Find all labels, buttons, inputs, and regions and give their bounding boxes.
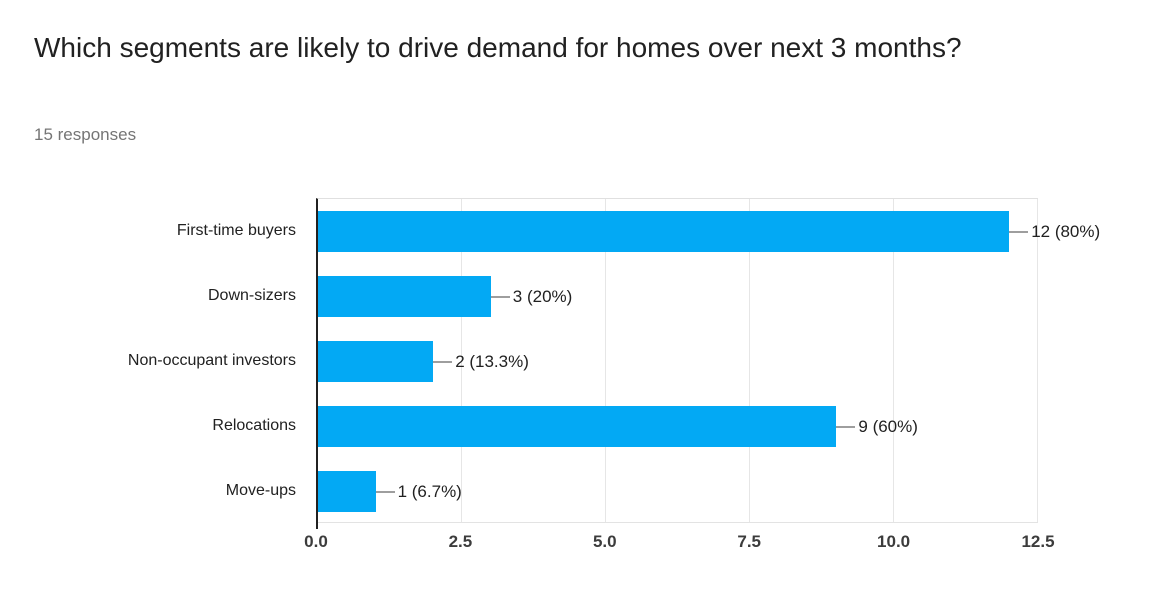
category-label: Non-occupant investors xyxy=(127,351,296,369)
bar-move-ups xyxy=(318,471,376,512)
category-label: Relocations xyxy=(212,416,296,434)
value-label: 12 (80%) xyxy=(1031,221,1101,241)
value-connector-line xyxy=(1009,230,1029,233)
category-label: Down-sizers xyxy=(207,286,296,304)
x-tick-label: 12.5 xyxy=(1021,532,1055,551)
bar-down-sizers xyxy=(318,276,491,317)
bar-first-time-buyers xyxy=(318,211,1010,252)
x-tick-label: 7.5 xyxy=(737,532,762,551)
value-label: 2 (13.3%) xyxy=(455,351,529,371)
value-connector-line xyxy=(490,295,510,298)
horizontal-bar-chart: First-time buyers Down-sizers Non-occupant… xyxy=(34,198,1124,558)
value-label: 1 (6.7%) xyxy=(397,481,462,501)
gridline-x-2.5 xyxy=(461,199,462,522)
value-label: 3 (20%) xyxy=(512,286,573,306)
value-label-group: 3 (20%) xyxy=(490,264,573,329)
category-label: First-time buyers xyxy=(176,221,296,239)
value-connector-line xyxy=(836,425,856,428)
x-tick-label: 5.0 xyxy=(592,532,617,551)
plot-area: 12 (80%) 3 (20%) 2 (13.3%) 9 (60%) 1 (6.7%) xyxy=(316,198,1100,529)
value-connector-line xyxy=(433,360,453,363)
question-title: Which segments are likely to drive deman… xyxy=(34,32,962,63)
bar-relocations xyxy=(318,406,837,447)
gridline-x-10.0 xyxy=(893,199,894,522)
bar-row: 3 (20%) xyxy=(318,264,1038,329)
value-label: 9 (60%) xyxy=(858,416,918,436)
gridline-x-5.0 xyxy=(605,199,606,522)
responses-count: 15 responses xyxy=(34,125,137,144)
value-label-group: 12 (80%) xyxy=(1009,199,1100,264)
gridline-x-7.5 xyxy=(749,199,750,522)
category-axis-labels: First-time buyers Down-sizers Non-occupant… xyxy=(34,198,316,523)
bar-row: 1 (6.7%) xyxy=(318,459,1038,524)
bar-row: 12 (80%) xyxy=(318,199,1100,264)
x-axis-zero-tick xyxy=(316,522,318,529)
x-tick-label: 2.5 xyxy=(448,532,473,551)
bar-row: 9 (60%) xyxy=(318,394,1038,459)
bar-row: 2 (13.3%) xyxy=(318,329,1038,394)
bar-non-occupant-investors xyxy=(318,341,434,382)
x-tick-label: 0.0 xyxy=(304,532,328,551)
value-label-group: 2 (13.3%) xyxy=(433,329,529,394)
value-label-group: 9 (60%) xyxy=(836,394,918,459)
x-tick-label: 10.0 xyxy=(877,532,911,551)
gridline-x-12.5 xyxy=(1037,199,1038,522)
value-label-group: 1 (6.7%) xyxy=(375,459,462,524)
value-connector-line xyxy=(375,490,395,493)
category-label: Move-ups xyxy=(225,481,296,499)
x-axis-tick-labels: 0.0 2.5 5.0 7.5 10.0 12.5 xyxy=(304,532,1054,556)
